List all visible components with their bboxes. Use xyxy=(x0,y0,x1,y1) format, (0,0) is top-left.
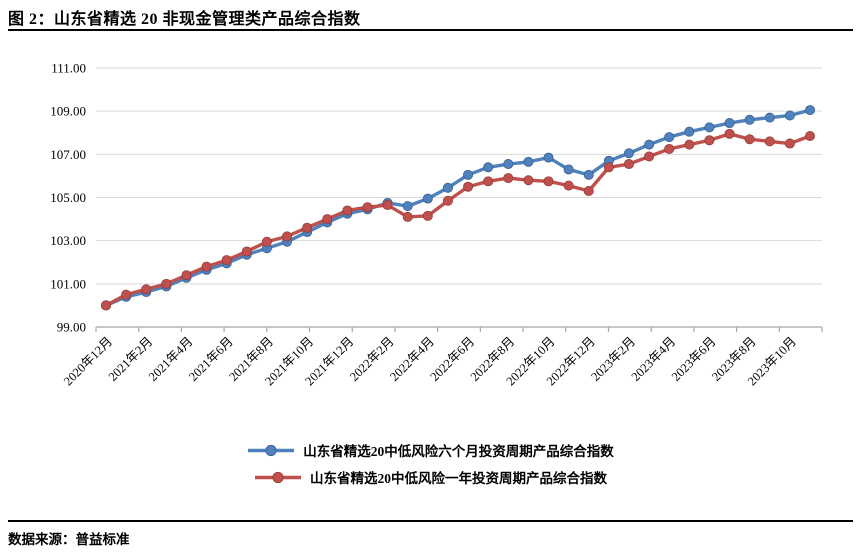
data-point-marker xyxy=(744,114,755,125)
data-point-marker xyxy=(805,105,816,116)
data-point-marker xyxy=(382,200,393,211)
data-point-marker xyxy=(483,162,494,173)
data-point-marker xyxy=(121,289,132,300)
data-point-marker xyxy=(644,151,655,162)
data-point-marker xyxy=(764,112,775,123)
data-point-marker xyxy=(523,156,534,167)
data-point-marker xyxy=(523,175,534,186)
data-point-marker xyxy=(241,246,252,257)
data-point-marker xyxy=(704,135,715,146)
data-point-marker xyxy=(623,159,634,170)
series-six-month-line xyxy=(101,105,816,311)
legend-label-six-month: 山东省精选20中低风险六个月投资周期产品综合指数 xyxy=(303,444,614,459)
data-point-marker xyxy=(583,169,594,180)
data-point-marker xyxy=(442,195,453,206)
svg-text:103.00: 103.00 xyxy=(50,233,86,248)
figure-title: 图 2：山东省精选 20 非现金管理类产品综合指数 xyxy=(8,11,361,28)
x-axis-labels: 2020年12月2021年2月2021年4月2021年6月2021年8月2021… xyxy=(61,334,799,388)
data-point-marker xyxy=(744,134,755,145)
data-point-marker xyxy=(583,186,594,197)
data-point-marker xyxy=(543,176,554,187)
footer-divider xyxy=(8,520,853,522)
data-point-marker xyxy=(764,136,775,147)
data-point-marker xyxy=(101,300,112,311)
data-point-marker xyxy=(161,278,172,289)
six-month-series-swatch-icon xyxy=(248,444,295,456)
data-point-marker xyxy=(463,169,474,180)
data-point-marker xyxy=(181,270,192,281)
index-line-chart: 99.00 101.00 103.00 105.00 107.00 109.00 111.0… xyxy=(50,61,823,388)
data-point-marker xyxy=(463,181,474,192)
data-point-marker xyxy=(704,122,715,133)
x-axis-ticks xyxy=(95,327,823,332)
data-point-marker xyxy=(664,143,675,154)
legend-label-one-year: 山东省精选20中低风险一年投资周期产品综合指数 xyxy=(310,471,607,486)
data-point-marker xyxy=(623,148,634,159)
data-point-marker xyxy=(402,211,413,222)
data-point-marker xyxy=(784,110,795,121)
data-point-marker xyxy=(221,255,232,266)
data-point-marker xyxy=(442,182,453,193)
data-point-marker xyxy=(342,205,353,216)
legend-item-one-year: 山东省精选20中低风险一年投资周期产品综合指数 xyxy=(254,467,607,487)
data-point-marker xyxy=(664,132,675,143)
data-point-marker xyxy=(563,164,574,175)
data-point-marker xyxy=(141,284,152,295)
one-year-series-swatch-icon xyxy=(255,471,301,483)
data-point-marker xyxy=(805,130,816,141)
svg-text:2020年12月: 2020年12月 xyxy=(61,334,115,388)
svg-text:107.00: 107.00 xyxy=(50,147,86,162)
data-point-marker xyxy=(302,222,313,233)
data-point-marker xyxy=(684,126,695,137)
data-source-note: 数据来源：普益标准 xyxy=(8,532,130,547)
data-point-marker xyxy=(322,214,333,225)
data-point-marker xyxy=(503,173,514,184)
data-point-marker xyxy=(503,159,514,170)
data-point-marker xyxy=(422,210,433,221)
data-point-marker xyxy=(724,118,735,129)
data-point-marker xyxy=(724,128,735,139)
data-point-marker xyxy=(201,261,212,272)
data-point-marker xyxy=(422,193,433,204)
title-divider xyxy=(8,29,853,31)
data-point-marker xyxy=(684,139,695,150)
gridlines xyxy=(96,67,822,328)
svg-text:99.00: 99.00 xyxy=(57,320,86,335)
data-point-marker xyxy=(603,162,614,173)
svg-text:111.00: 111.00 xyxy=(51,61,86,76)
svg-text:109.00: 109.00 xyxy=(50,104,86,119)
data-point-marker xyxy=(261,236,272,247)
data-point-marker xyxy=(543,152,554,163)
data-point-marker xyxy=(282,231,293,242)
svg-text:105.00: 105.00 xyxy=(50,190,86,205)
data-point-marker xyxy=(402,201,413,212)
data-point-marker xyxy=(644,139,655,150)
legend-item-six-month: 山东省精选20中低风险六个月投资周期产品综合指数 xyxy=(247,440,614,460)
series-one-year-line xyxy=(101,128,816,311)
data-point-marker xyxy=(563,180,574,191)
data-point-marker xyxy=(483,176,494,187)
y-axis-labels: 99.00 101.00 103.00 105.00 107.00 109.00 111.0… xyxy=(50,61,86,335)
data-point-marker xyxy=(362,202,373,213)
svg-text:101.00: 101.00 xyxy=(50,276,86,291)
chart-legend: 山东省精选20中低风险六个月投资周期产品综合指数 山东省精选20中低风险一年投资… xyxy=(0,440,861,487)
data-point-marker xyxy=(784,138,795,149)
